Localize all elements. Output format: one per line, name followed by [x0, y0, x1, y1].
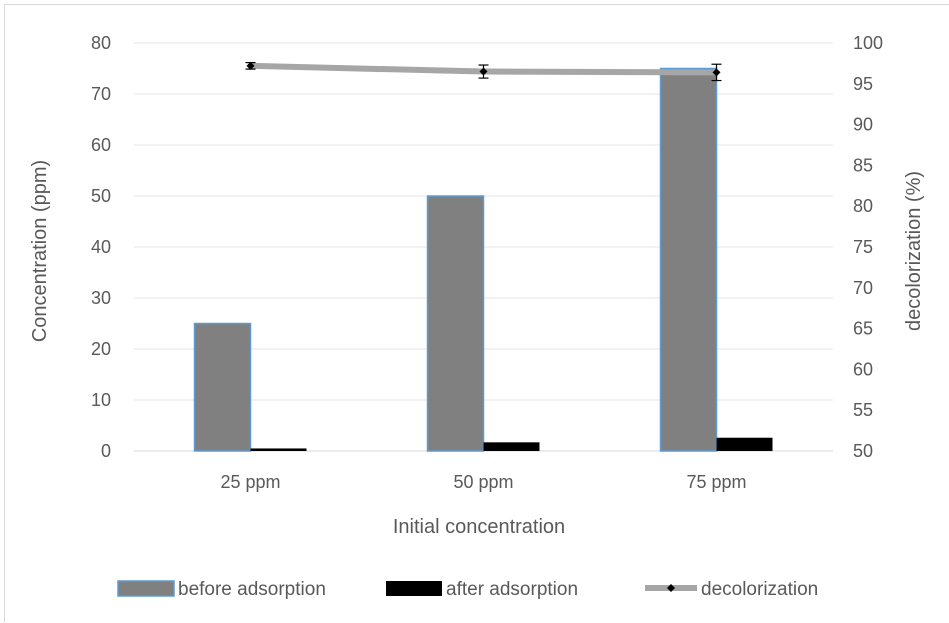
y-axis-title: Concentration (ppm) [29, 160, 51, 342]
y-tick-label: 0 [101, 441, 111, 461]
decolorization-point [712, 68, 721, 77]
legend-swatch [386, 581, 442, 596]
bar-after-adsorption [483, 442, 540, 451]
y2-tick-label: 90 [853, 115, 873, 135]
legend-item: decolorization [645, 579, 818, 600]
bar-before-adsorption [426, 195, 485, 452]
y-tick-label: 60 [91, 135, 111, 155]
bar-before-adsorption [193, 322, 252, 452]
legend: before adsorption after adsorption decolor… [117, 579, 818, 600]
y2-tick-label: 100 [853, 33, 883, 53]
y-tick-label: 70 [91, 84, 111, 104]
legend-label: after adsorption [446, 579, 578, 600]
legend-label: before adsorption [178, 579, 326, 600]
legend-item: before adsorption [117, 579, 326, 600]
legend-label: decolorization [701, 579, 818, 600]
y2-tick-label: 95 [853, 74, 873, 94]
decolorization-point [246, 61, 255, 70]
y2-tick-label: 80 [853, 196, 873, 216]
legend-item: after adsorption [386, 579, 578, 600]
x-tick-label: 75 ppm [686, 472, 746, 492]
y-tick-label: 10 [91, 390, 111, 410]
y2-tick-label: 65 [853, 319, 873, 339]
bar-before-adsorption [659, 67, 718, 452]
y2-tick-label: 85 [853, 155, 873, 175]
y2-tick-label: 60 [853, 359, 873, 379]
y2-tick-label: 70 [853, 278, 873, 298]
left-axis-ticks: 0 10 20 30 40 50 60 70 80 [91, 33, 111, 461]
bar-after-adsorption [716, 437, 773, 451]
y2-tick-label: 75 [853, 237, 873, 257]
y-tick-label: 20 [91, 339, 111, 359]
x-axis-ticks: 25 ppm 50 ppm 75 ppm [220, 472, 746, 492]
y-tick-label: 80 [91, 33, 111, 53]
legend-marker [667, 584, 675, 592]
y2-tick-label: 50 [853, 441, 873, 461]
x-tick-label: 25 ppm [220, 472, 280, 492]
legend-swatch [117, 580, 175, 597]
x-tick-label: 50 ppm [453, 472, 513, 492]
y-tick-label: 50 [91, 186, 111, 206]
decolorization-line [245, 61, 722, 82]
combo-chart: 0 10 20 30 40 50 60 70 80 50 55 60 65 70 75 80 85 90 95 10… [29, 33, 925, 600]
decolorization-point [479, 67, 488, 76]
y-tick-label: 30 [91, 288, 111, 308]
chart-area: 0 10 20 30 40 50 60 70 80 50 55 60 65 70 75 80 85 90 95 10… [4, 4, 949, 622]
x-axis-title: Initial concentration [393, 516, 565, 538]
y-tick-label: 40 [91, 237, 111, 257]
right-axis-ticks: 50 55 60 65 70 75 80 85 90 95 100 [853, 33, 883, 461]
y2-tick-label: 55 [853, 400, 873, 420]
bar-after-adsorption [250, 448, 307, 451]
y2-axis-title: decolorization (%) [903, 171, 925, 331]
bars [193, 67, 773, 452]
